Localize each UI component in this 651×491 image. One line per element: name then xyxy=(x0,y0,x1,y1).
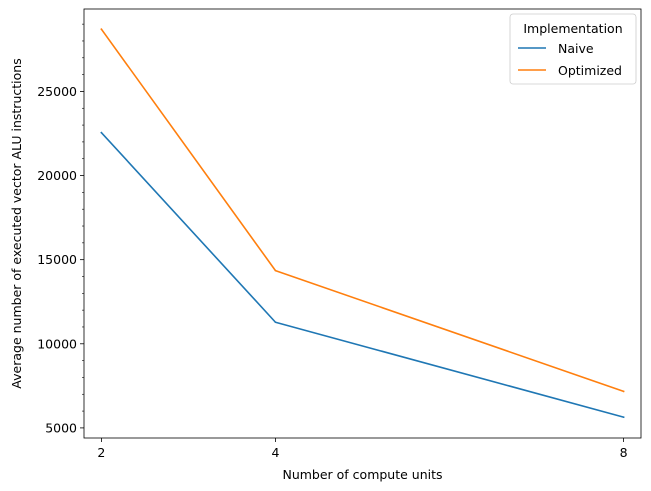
data-point-optimized-1 xyxy=(274,269,277,272)
data-point-naive-2 xyxy=(622,416,625,418)
data-point-naive-0 xyxy=(100,131,103,134)
data-point-optimized-0 xyxy=(100,28,103,30)
x-tick-label: 4 xyxy=(271,445,279,460)
y-axis-label: Average number of executed vector ALU in… xyxy=(9,58,24,388)
plot-frame xyxy=(83,8,642,439)
x-axis-ticks: 2 4 8 xyxy=(97,438,628,460)
y-tick-label: 5000 xyxy=(45,420,77,435)
data-point-optimized-2 xyxy=(622,390,625,393)
legend: Implementation Naive Optimized xyxy=(509,13,637,85)
y-tick-label: 20000 xyxy=(37,168,77,183)
y-tick-label: 15000 xyxy=(37,252,77,267)
legend-label-optimized: Optimized xyxy=(558,63,622,78)
y-tick-label: 10000 xyxy=(37,336,77,351)
y-axis-ticks: 5000 10000 15000 20000 25000 xyxy=(37,84,84,435)
legend-box xyxy=(509,13,637,85)
x-tick-label: 2 xyxy=(97,445,105,460)
data-point-naive-1 xyxy=(274,321,277,324)
x-axis-label: Number of compute units xyxy=(282,467,442,482)
x-tick-label: 8 xyxy=(620,445,628,460)
y-tick-label: 25000 xyxy=(37,84,77,99)
legend-title: Implementation xyxy=(523,21,622,36)
legend-label-naive: Naive xyxy=(558,41,594,56)
series-layer xyxy=(100,28,625,419)
